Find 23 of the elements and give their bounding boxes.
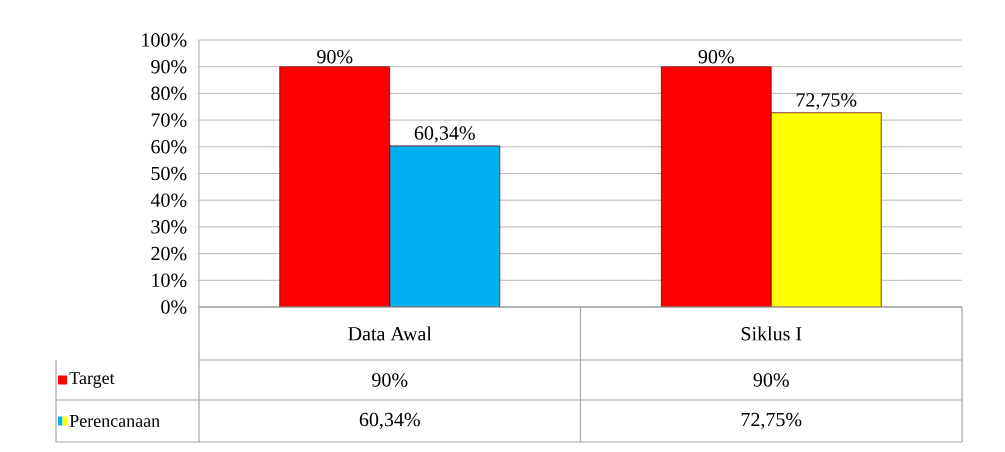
data-label: 72,75% [741, 412, 802, 430]
y-tick-label: 100% [142, 33, 187, 47]
text: 90% [698, 49, 734, 64]
text: 90% [317, 49, 353, 64]
y-tick-label: 70% [151, 113, 187, 127]
y-tick-label: 50% [151, 166, 187, 181]
y-tick-label: 90% [151, 59, 187, 74]
text: 72,75% [796, 93, 857, 110]
y-tick-label: 30% [151, 220, 187, 234]
y-tick-label: 80% [151, 86, 187, 101]
legend-label: Target [69, 372, 115, 388]
y-tick-label: 0% [161, 300, 187, 314]
data-label: 90% [753, 373, 789, 387]
y-tick-label: 20% [151, 246, 187, 261]
data-label: 90% [372, 373, 408, 387]
y-tick-label: 60% [151, 140, 187, 154]
x-tick-label: Siklus I [741, 326, 802, 341]
y-tick-label: 40% [150, 193, 187, 207]
legend-label: Perencanaan [69, 415, 160, 427]
data-label: 60,34% [359, 412, 420, 430]
y-tick-label: 10% [152, 273, 187, 288]
text: 60,34% [414, 126, 475, 143]
x-tick-label: Data Awal [348, 326, 432, 341]
